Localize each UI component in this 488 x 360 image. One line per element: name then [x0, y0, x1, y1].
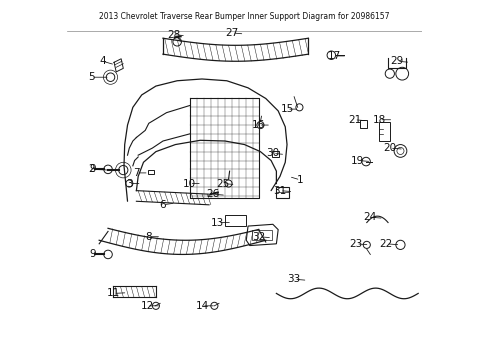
Text: 17: 17: [327, 51, 341, 61]
Text: 2: 2: [88, 165, 95, 174]
Text: 29: 29: [389, 56, 403, 66]
Text: 27: 27: [225, 28, 238, 38]
Text: 15: 15: [280, 104, 293, 114]
Bar: [251, 230, 272, 240]
Text: 21: 21: [347, 115, 360, 125]
Text: 4: 4: [99, 56, 106, 66]
Text: 14: 14: [195, 301, 208, 311]
Text: 9: 9: [90, 249, 96, 260]
Text: 23: 23: [349, 239, 362, 249]
Text: 11: 11: [106, 288, 120, 298]
Text: 1: 1: [297, 175, 303, 185]
Text: 20: 20: [383, 143, 396, 153]
Bar: [275, 187, 288, 198]
Bar: [148, 170, 154, 174]
Text: 28: 28: [166, 30, 180, 40]
Text: 7: 7: [133, 168, 140, 178]
Text: 18: 18: [372, 115, 385, 125]
Text: 30: 30: [266, 148, 279, 158]
Text: 31: 31: [273, 186, 286, 195]
Text: 10: 10: [183, 179, 196, 189]
Text: 5: 5: [88, 72, 95, 82]
Text: 3: 3: [126, 179, 132, 189]
Text: 24: 24: [363, 212, 376, 222]
Text: 9: 9: [90, 165, 96, 174]
Bar: [378, 122, 389, 141]
Text: 32: 32: [251, 232, 265, 242]
Text: 2013 Chevrolet Traverse Rear Bumper Inner Support Diagram for 20986157: 2013 Chevrolet Traverse Rear Bumper Inne…: [99, 13, 389, 22]
Text: 25: 25: [216, 179, 229, 189]
Text: 16: 16: [251, 120, 265, 130]
Text: 22: 22: [379, 239, 392, 249]
Text: 13: 13: [211, 217, 224, 228]
Text: 6: 6: [160, 200, 166, 210]
Text: 8: 8: [145, 232, 152, 242]
Text: 33: 33: [287, 274, 300, 284]
Bar: [359, 120, 367, 127]
Bar: [224, 215, 246, 226]
Text: 19: 19: [350, 156, 364, 166]
Bar: [272, 151, 279, 157]
Text: 12: 12: [140, 301, 153, 311]
Text: 26: 26: [205, 189, 219, 199]
